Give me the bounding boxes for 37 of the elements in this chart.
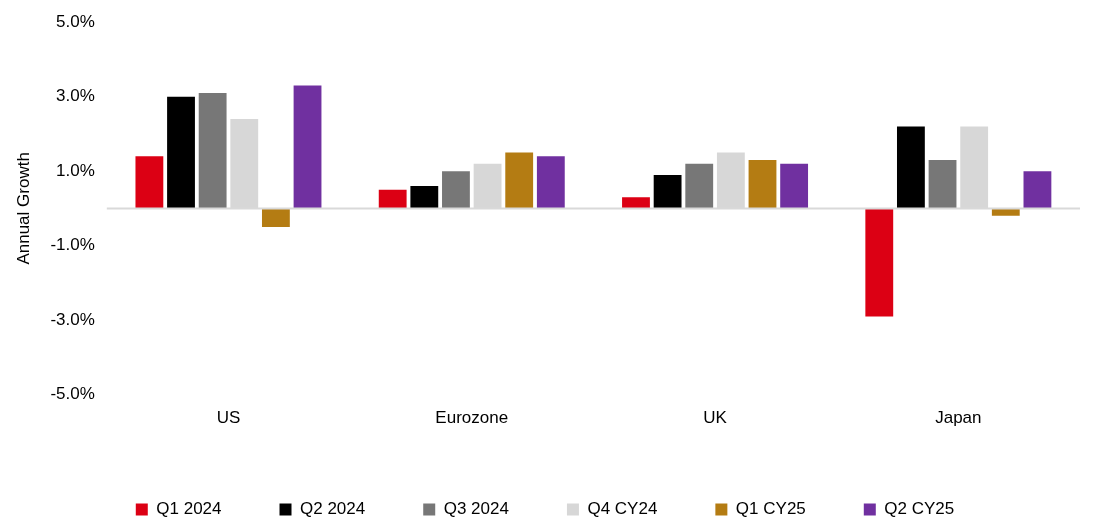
y-tick-label: -1.0% — [50, 235, 95, 255]
bar — [865, 208, 894, 317]
y-tick-label: 5.0% — [56, 11, 95, 31]
legend-label: Q4 CY24 — [587, 499, 658, 519]
x-tick-label: Japan — [935, 408, 982, 428]
bar — [748, 159, 777, 209]
bar — [442, 171, 470, 209]
bar — [536, 156, 565, 209]
bar — [505, 152, 534, 209]
legend-label: Q1 CY25 — [735, 499, 806, 519]
x-tick-label: Eurozone — [435, 408, 509, 428]
bar — [653, 174, 682, 209]
bar — [991, 208, 1020, 216]
legend-label: Q2 2024 — [300, 499, 366, 519]
y-tick-label: -5.0% — [50, 384, 95, 404]
bar — [780, 163, 809, 209]
bar — [198, 92, 227, 209]
legend-label: Q2 CY25 — [884, 499, 955, 519]
bar — [896, 126, 925, 209]
bar — [685, 163, 714, 209]
legend-label: Q1 2024 — [156, 499, 222, 519]
bar — [167, 96, 195, 209]
y-axis-title: Annual Growth — [13, 152, 33, 265]
bar — [261, 208, 290, 228]
legend-label: Q3 2024 — [443, 499, 509, 519]
bar — [410, 186, 439, 209]
y-tick-label: 3.0% — [56, 86, 95, 106]
bar — [378, 189, 407, 209]
y-tick-label: 1.0% — [56, 160, 95, 180]
bar — [1023, 171, 1052, 209]
bar — [928, 159, 957, 209]
bar — [293, 85, 322, 209]
bar — [135, 156, 164, 209]
bar — [622, 197, 650, 209]
x-tick-label: US — [216, 408, 241, 428]
x-tick-label: UK — [703, 408, 728, 428]
y-tick-label: -3.0% — [50, 309, 95, 329]
